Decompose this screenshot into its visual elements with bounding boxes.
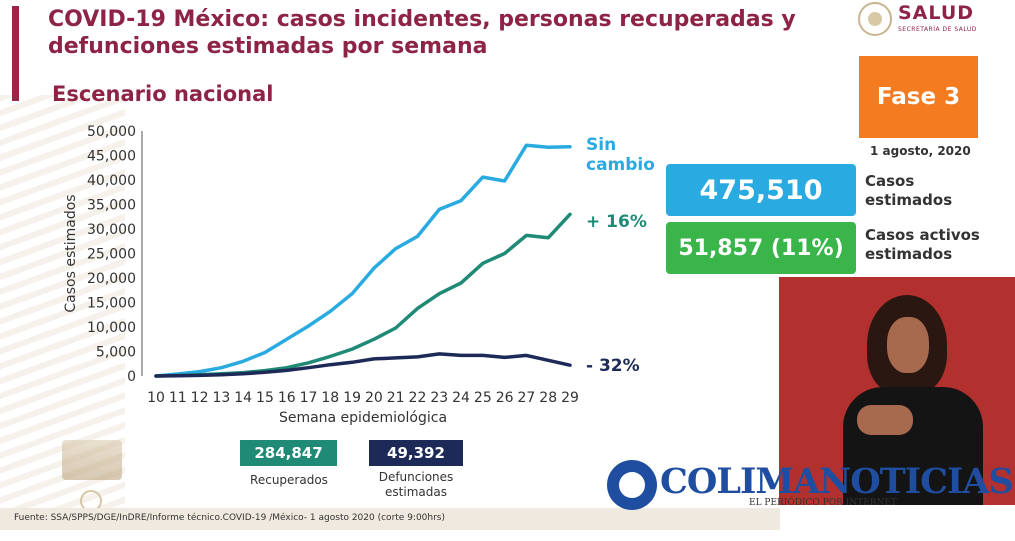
y-tick-label: 50,000 — [87, 124, 136, 140]
x-tick-label: 10 — [147, 390, 165, 406]
estimated-cases-value: 475,510 — [666, 164, 856, 216]
phase-date: 1 agosto, 2020 — [870, 144, 971, 158]
x-tick-label: 18 — [321, 390, 339, 406]
y-axis-title: Casos estimados — [63, 194, 79, 312]
series-line — [154, 352, 572, 378]
x-tick-label: 29 — [561, 390, 579, 406]
interpreter-face — [887, 317, 929, 373]
brand-logo-icon — [607, 460, 657, 510]
x-tick-label: 24 — [452, 390, 470, 406]
series-label: - 32% — [586, 356, 640, 376]
y-tick-label: 5,000 — [96, 345, 136, 361]
active-cases-label: Casos activos estimados — [865, 226, 980, 263]
y-tick-label: 0 — [127, 369, 136, 385]
x-tick-label: 15 — [256, 390, 274, 406]
deaths-label: Defunciones estimadas — [378, 470, 454, 499]
logo-name: SALUD — [898, 2, 975, 24]
x-tick-label: 28 — [539, 390, 557, 406]
y-tick-label: 25,000 — [87, 247, 136, 263]
x-tick-label: 25 — [474, 390, 492, 406]
series-line — [154, 143, 572, 378]
y-tick-label: 40,000 — [87, 173, 136, 189]
x-tick-label: 21 — [387, 390, 405, 406]
x-tick-label: 16 — [278, 390, 296, 406]
page-title: COVID-19 México: casos incidentes, perso… — [48, 7, 796, 59]
deaths-value: 49,392 — [369, 440, 463, 466]
y-tick-label: 15,000 — [87, 296, 136, 312]
page-subtitle: Escenario nacional — [52, 82, 274, 106]
x-tick-label: 22 — [409, 390, 427, 406]
y-tick-label: 45,000 — [87, 149, 136, 165]
brand-tagline: EL PERIÓDICO POR INTERNET — [749, 498, 897, 508]
y-tick-label: 30,000 — [87, 222, 136, 238]
logo-subtitle: SECRETARÍA DE SALUD — [898, 26, 977, 33]
x-tick-label: 20 — [365, 390, 383, 406]
x-tick-label: 19 — [343, 390, 361, 406]
recovered-label: Recuperados — [250, 473, 328, 487]
source-footer: Fuente: SSA/SPPS/DGE/InDRE/Informe técni… — [0, 508, 780, 530]
sign-language-interpreter-video — [779, 277, 1015, 505]
salud-logo: SALUD SECRETARÍA DE SALUD — [856, 2, 1011, 42]
active-cases-value: 51,857 (11%) — [666, 222, 856, 274]
x-tick-label: 14 — [234, 390, 252, 406]
x-tick-label: 23 — [430, 390, 448, 406]
series-line — [154, 212, 572, 378]
x-tick-label: 12 — [191, 390, 209, 406]
heritage-emblem-icon — [62, 440, 122, 480]
y-tick-label: 35,000 — [87, 198, 136, 214]
eagle-seal-icon — [858, 2, 892, 36]
interpreter-hands — [857, 405, 913, 435]
series-label: cambio — [586, 155, 655, 175]
accent-bar — [12, 6, 19, 101]
brand-name: COLIMANOTICIAS — [660, 461, 1014, 502]
series-label: + 16% — [586, 212, 647, 232]
line-chart: 0 5,000 10,000 15,000 20,000 25,000 30,000 35,0… — [63, 124, 655, 426]
x-tick-label: 17 — [300, 390, 318, 406]
y-tick-label: 10,000 — [87, 320, 136, 336]
colimanoticias-watermark: COLIMANOTICIAS EL PERIÓDICO POR INTERNET — [607, 457, 1015, 517]
series-label: Sin — [586, 135, 616, 155]
x-tick-label: 13 — [212, 390, 230, 406]
x-tick-label: 11 — [169, 390, 187, 406]
phase-badge: Fase 3 — [859, 56, 978, 138]
x-axis-title: Semana epidemiológica — [279, 410, 447, 426]
recovered-value: 284,847 — [240, 440, 337, 466]
estimated-cases-label: Casos estimados — [865, 172, 953, 209]
y-tick-label: 20,000 — [87, 271, 136, 287]
x-tick-label: 27 — [518, 390, 536, 406]
source-text: Fuente: SSA/SPPS/DGE/InDRE/Informe técni… — [14, 513, 446, 523]
x-tick-label: 26 — [496, 390, 514, 406]
